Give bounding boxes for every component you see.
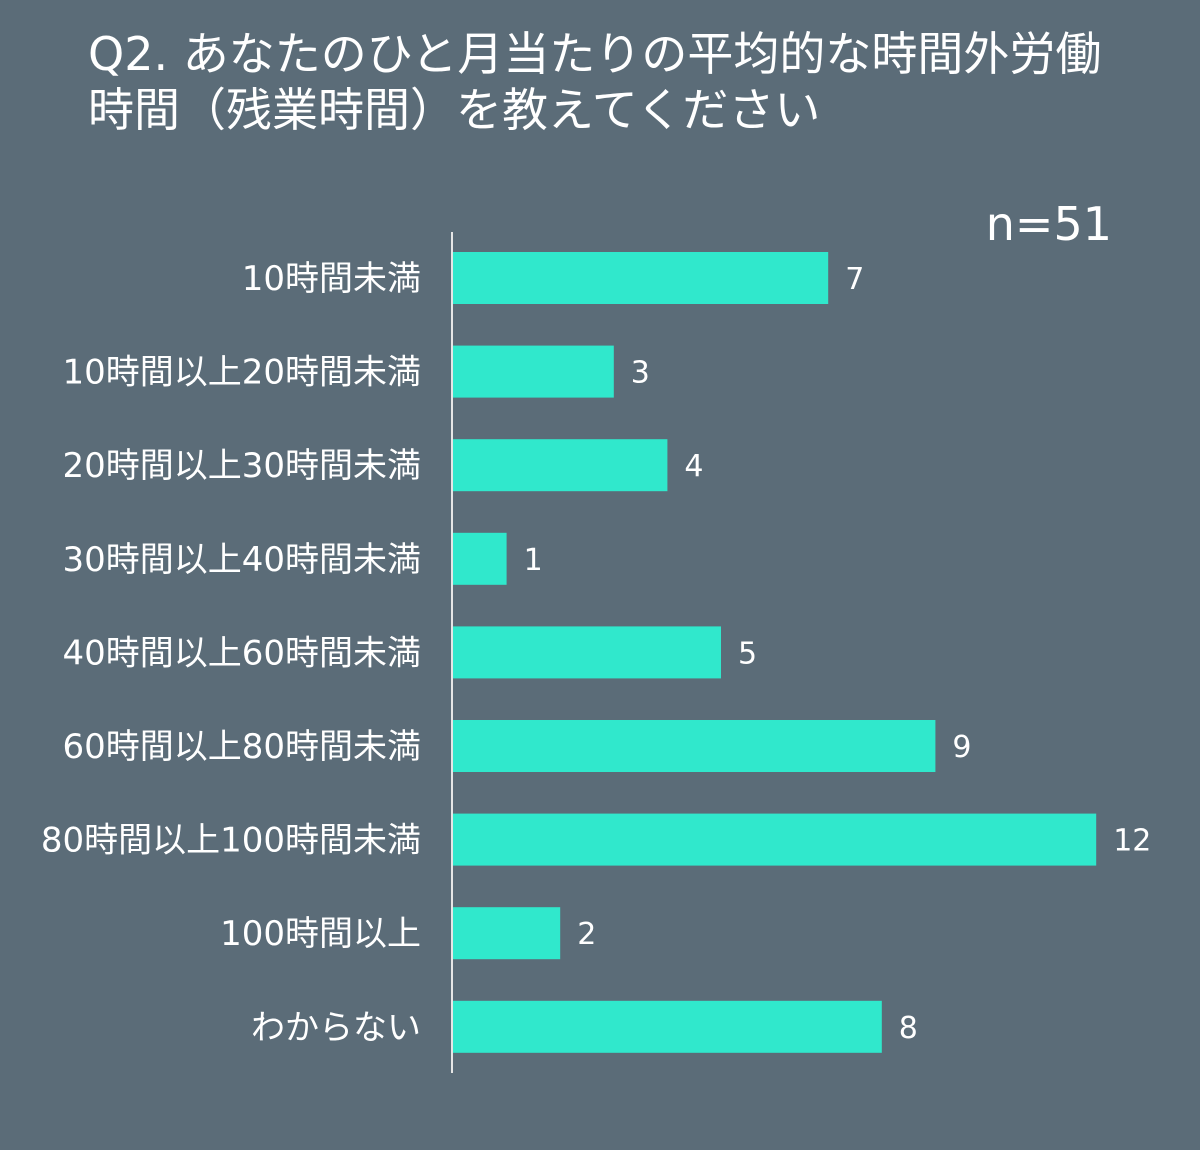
sample-size-label: n=51: [985, 197, 1112, 251]
bar-value-label: 1: [524, 543, 543, 578]
bars-group: 10時間未満 7 10時間以上20時間未満 3 20時間以上30時間未満 4 30時間以上4…: [41, 252, 1151, 1053]
bar: [453, 720, 936, 772]
category-label: わからない: [251, 1008, 421, 1048]
bar-value-label: 12: [1113, 824, 1151, 859]
bar-value-label: 7: [845, 262, 864, 297]
bar: [453, 1000, 882, 1053]
category-label: 10時間未満: [242, 259, 421, 299]
bar: [453, 907, 561, 960]
category-label: 20時間以上30時間未満: [62, 446, 421, 486]
category-label: 80時間以上100時間未満: [41, 821, 421, 861]
bar: [453, 532, 507, 585]
bar-value-label: 3: [631, 356, 650, 391]
bar: [453, 252, 829, 304]
chart-title: Q2. あなたのひと月当たりの平均的な時間外労働 時間（残業時間）を教えてくださ…: [88, 26, 1148, 138]
bar-value-label: 8: [899, 1011, 918, 1046]
category-label: 30時間以上40時間未満: [62, 540, 421, 580]
bar-value-label: 2: [577, 917, 596, 952]
bar-value-label: 5: [738, 636, 757, 671]
category-label: 100時間以上: [220, 914, 421, 954]
bar-value-label: 4: [684, 449, 703, 484]
bar: [453, 626, 721, 679]
bar: [453, 345, 614, 398]
bar-value-label: 9: [952, 730, 971, 765]
bar: [453, 439, 668, 492]
chart-title-line-1: Q2. あなたのひと月当たりの平均的な時間外労働: [88, 27, 1102, 81]
category-label: 10時間以上20時間未満: [62, 353, 421, 393]
category-label: 60時間以上80時間未満: [62, 727, 421, 767]
category-label: 40時間以上60時間未満: [62, 633, 421, 673]
bar: [453, 813, 1097, 866]
chart-title-line-2: 時間（残業時間）を教えてください: [88, 83, 821, 137]
